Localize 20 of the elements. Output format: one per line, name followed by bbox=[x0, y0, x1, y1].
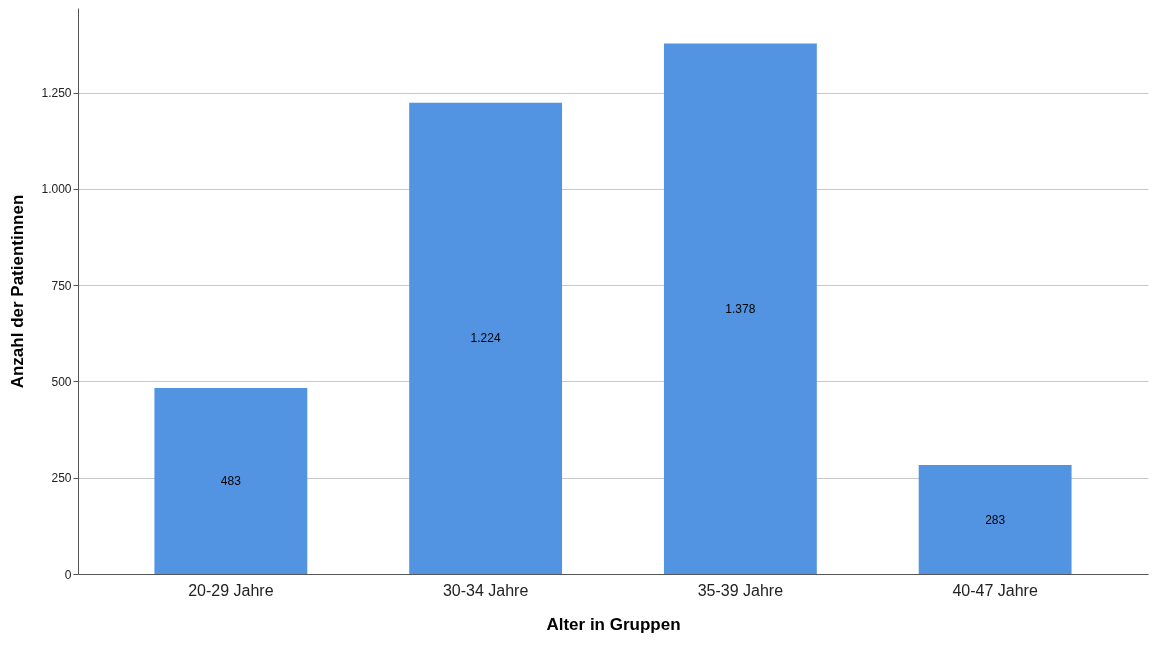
bar bbox=[918, 465, 1072, 574]
data-label: 483 bbox=[220, 474, 242, 489]
y-tick-label: 750 bbox=[51, 278, 72, 293]
bar bbox=[409, 102, 563, 574]
x-tick-label: 40-47 Jahre bbox=[952, 581, 1038, 599]
bar bbox=[154, 388, 308, 574]
data-label: 283 bbox=[985, 512, 1006, 527]
data-label: 1.224 bbox=[470, 331, 501, 346]
y-tick-label: 500 bbox=[51, 374, 72, 389]
y-tick-label: 250 bbox=[51, 471, 72, 486]
x-axis-title: Alter in Gruppen bbox=[546, 614, 681, 634]
x-tick-label: 20-29 Jahre bbox=[188, 581, 274, 599]
y-tick-label: 1.250 bbox=[41, 86, 72, 101]
data-label: 1.378 bbox=[725, 301, 756, 316]
y-tick-label: 0 bbox=[64, 567, 72, 582]
x-tick-label: 35-39 Jahre bbox=[697, 581, 784, 599]
x-tick-label: 30-34 Jahre bbox=[442, 581, 529, 599]
y-tick-label: 1.000 bbox=[41, 182, 72, 197]
y-axis-title: Anzahl der Patientinnen bbox=[8, 194, 28, 389]
bar bbox=[663, 43, 817, 574]
